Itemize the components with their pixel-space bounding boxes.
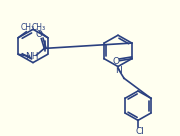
Text: N: N [115,66,121,75]
Text: O: O [36,30,43,39]
Text: NH: NH [26,52,39,61]
Text: CH₃: CH₃ [32,23,46,32]
Text: O: O [112,57,119,66]
Text: CH₃: CH₃ [20,23,34,32]
Text: Cl: Cl [136,127,144,136]
